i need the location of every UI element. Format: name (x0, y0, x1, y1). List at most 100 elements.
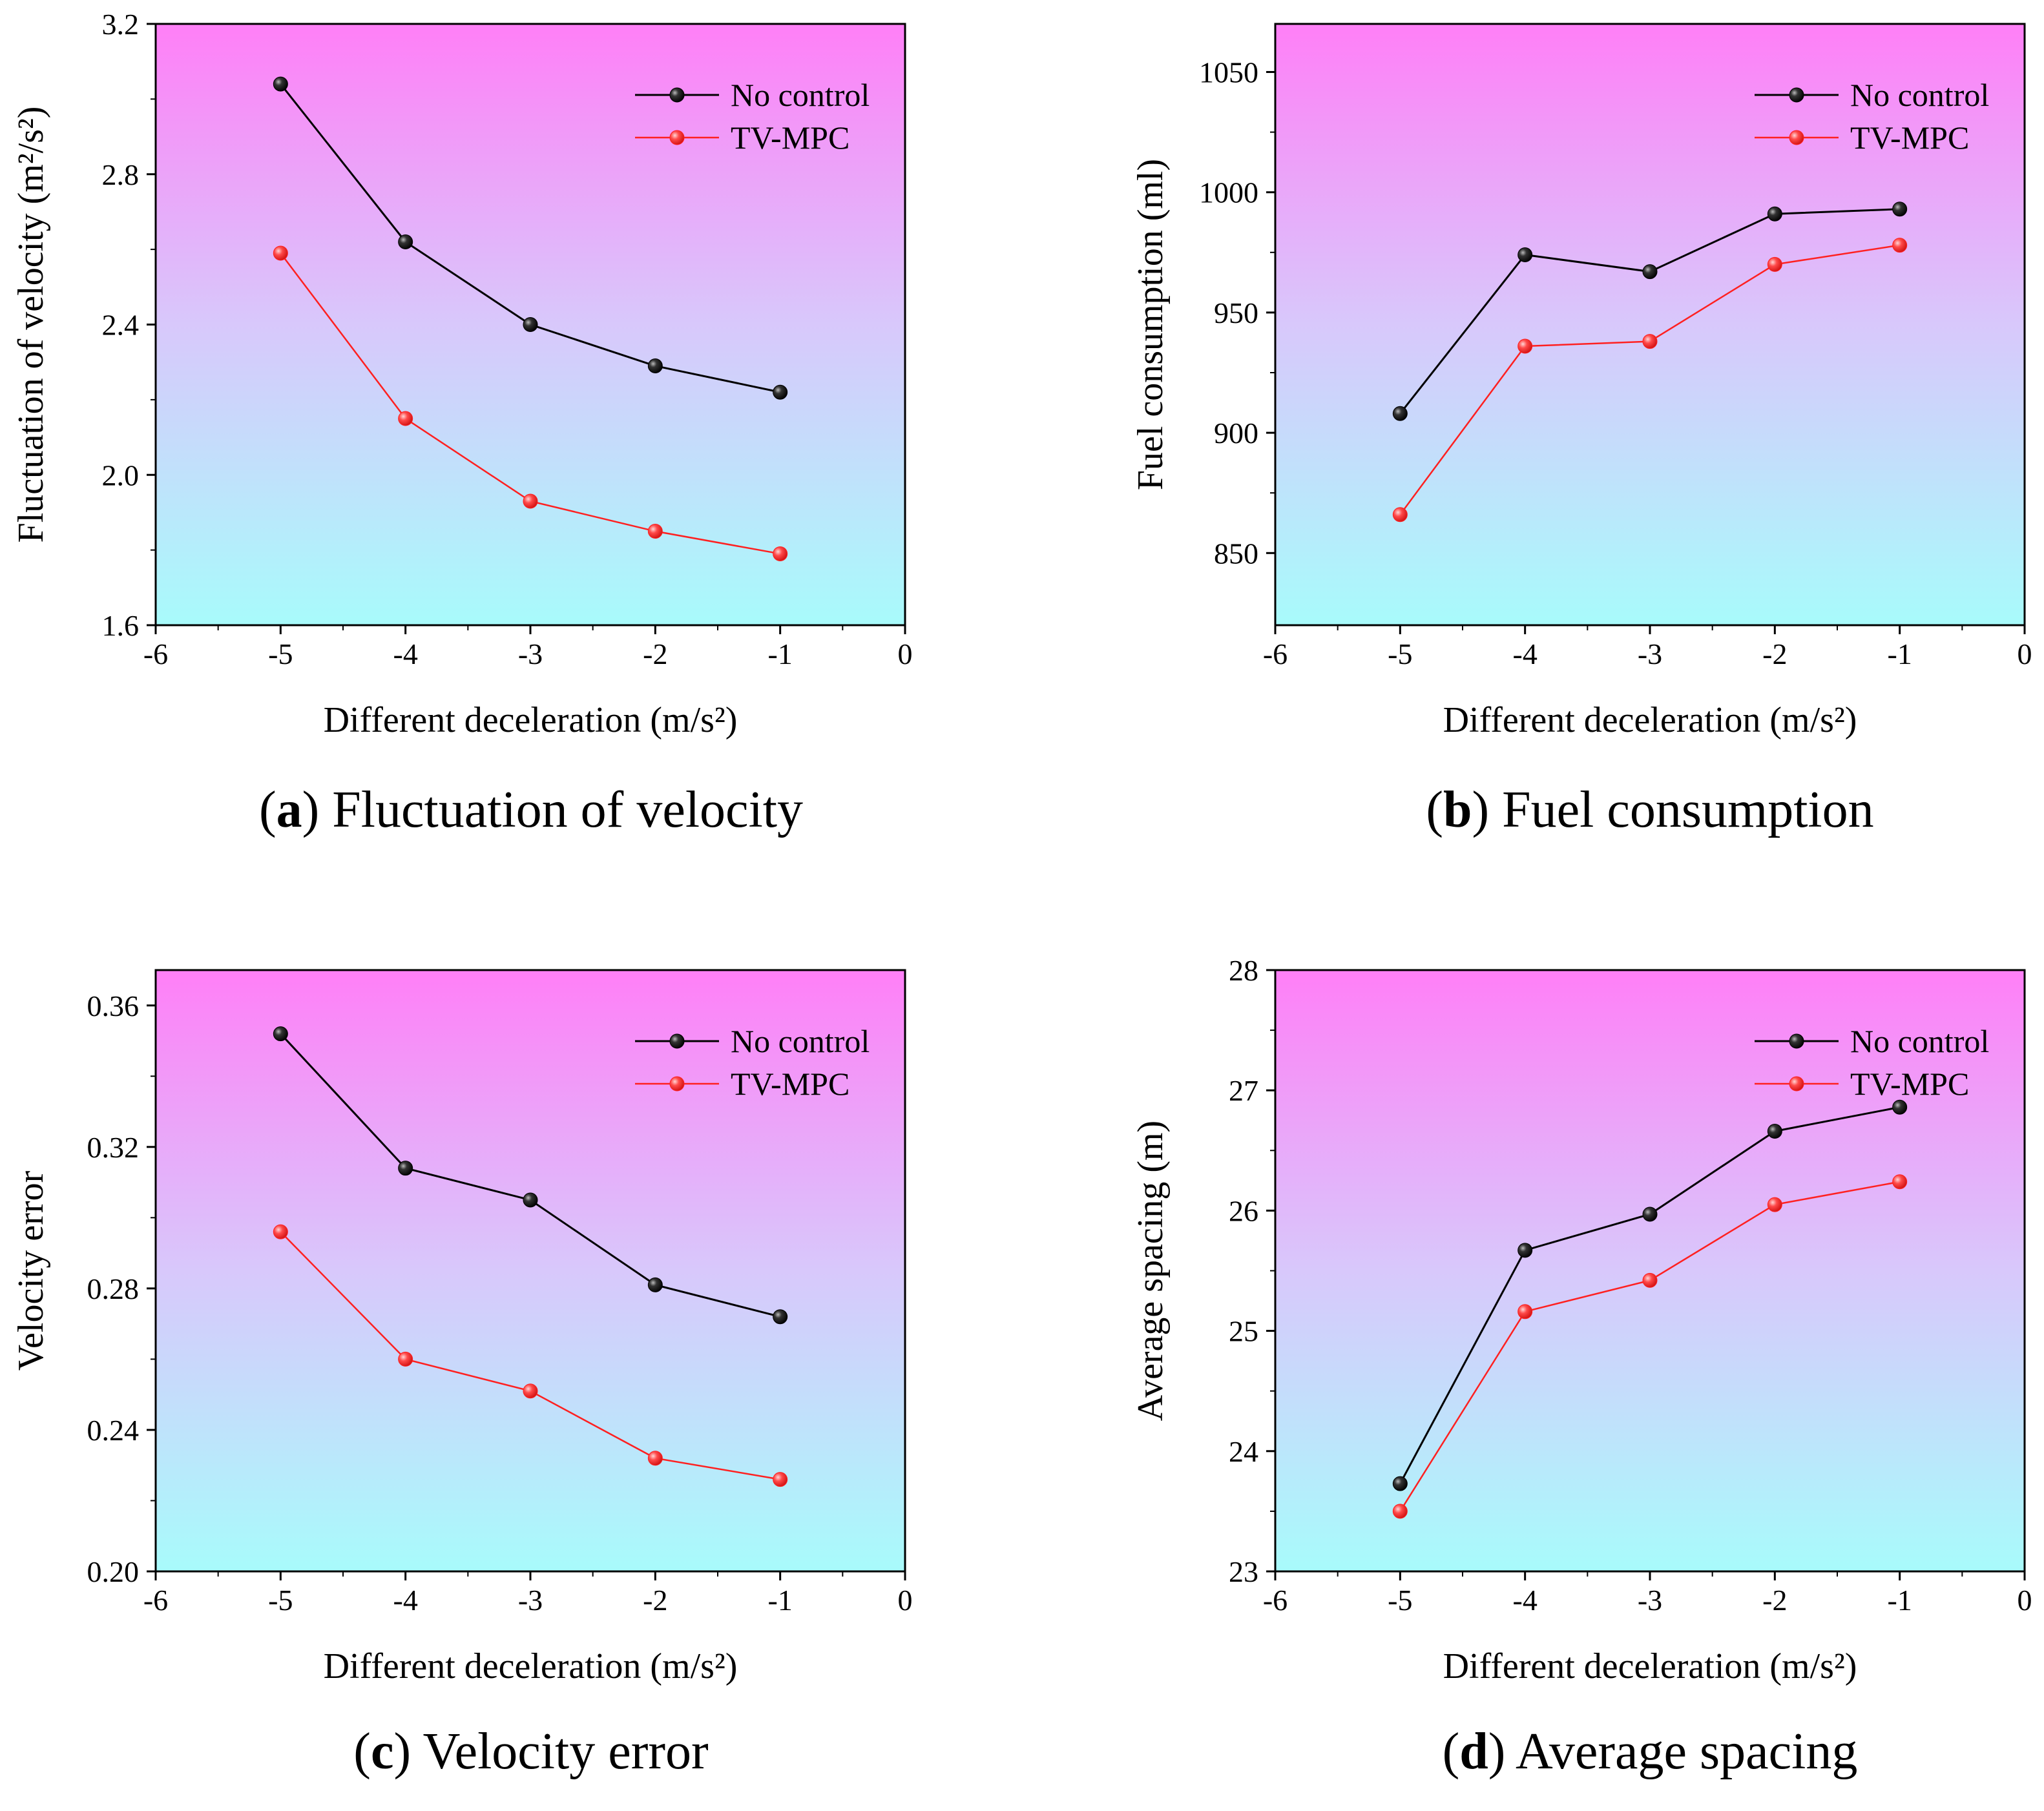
x-tick-label: -4 (1513, 1584, 1538, 1617)
plot-background (1275, 24, 2025, 625)
data-point-no-control (1892, 202, 1908, 217)
data-point-no-control (773, 1309, 788, 1325)
y-tick-label: 3.2 (102, 8, 140, 41)
x-tick-label: -1 (1888, 1584, 1912, 1617)
x-tick-label: -3 (1638, 1584, 1662, 1617)
x-tick-label: -1 (1888, 637, 1912, 670)
caption-letter: d (1459, 1723, 1488, 1780)
data-point-no-control (773, 384, 788, 400)
data-point-no-control (273, 1026, 288, 1042)
x-tick-label: -4 (1513, 637, 1538, 670)
data-point-tv-mpc (1767, 1197, 1782, 1212)
data-point-tv-mpc (1392, 507, 1408, 523)
x-tick-label: 0 (898, 637, 913, 670)
caption-paren-open: ( (1426, 781, 1443, 838)
data-point-no-control (1392, 1476, 1408, 1491)
caption-paren-open: ( (353, 1723, 371, 1780)
plot-frame (154, 23, 906, 626)
x-tick-label: -2 (643, 1584, 667, 1617)
data-point-no-control (523, 1192, 538, 1208)
y-axis-label: Average spacing (m) (1131, 1121, 1171, 1421)
data-point-tv-mpc (523, 1383, 538, 1399)
x-tick-label: -5 (1388, 637, 1412, 670)
y-tick-label: 28 (1229, 954, 1258, 987)
chart-panel-b: -6 -5 -4 -3 -2 -1 0 850 900 950 1000 1050 No control… (1131, 23, 2032, 838)
data-point-tv-mpc (523, 493, 538, 509)
data-point-no-control (398, 234, 413, 249)
legend-marker-tv-mpc (669, 130, 685, 145)
data-point-no-control (1892, 1099, 1908, 1115)
data-point-tv-mpc (773, 1472, 788, 1487)
y-tick-label: 0.36 (87, 989, 140, 1022)
x-axis-label: Different deceleration (m/s²) (324, 1646, 738, 1686)
legend-label-tv-mpc: TV-MPC (731, 119, 850, 156)
caption-text: Fluctuation of velocity (332, 781, 803, 838)
data-point-tv-mpc (1892, 1174, 1908, 1190)
data-point-tv-mpc (1517, 1304, 1533, 1319)
caption-paren-open: ( (1443, 1723, 1460, 1780)
panel-caption: (c) Velocity error (353, 1723, 708, 1780)
y-tick-label: 23 (1229, 1555, 1258, 1588)
y-axis-label: Fluctuation of velocity (m²/s²) (11, 107, 51, 543)
plot-frame (154, 969, 906, 1573)
legend-label-no-control: No control (731, 77, 870, 113)
data-point-no-control (1517, 247, 1533, 263)
y-tick-label: 0.20 (87, 1555, 140, 1588)
x-axis-label: Different deceleration (m/s²) (1443, 700, 1857, 740)
data-point-no-control (398, 1161, 413, 1176)
data-point-tv-mpc (1767, 256, 1782, 272)
x-tick-label: -6 (1263, 1584, 1288, 1617)
legend-label-no-control: No control (1850, 77, 1989, 113)
x-tick-label: -3 (518, 637, 543, 670)
x-tick-label: -3 (1638, 637, 1662, 670)
caption-paren-close: ) (1488, 1723, 1516, 1780)
y-tick-label: 25 (1229, 1315, 1258, 1348)
legend-marker-no-control (1789, 87, 1804, 103)
data-point-tv-mpc (1392, 1504, 1408, 1519)
caption-letter: c (371, 1723, 394, 1780)
x-tick-label: -5 (268, 637, 293, 670)
legend-label-tv-mpc: TV-MPC (1850, 119, 1969, 156)
data-point-tv-mpc (647, 524, 663, 539)
x-tick-label: -6 (143, 637, 168, 670)
data-point-tv-mpc (1517, 338, 1533, 354)
plot-frame (1274, 23, 2026, 626)
panel-caption: (a) Fluctuation of velocity (259, 781, 803, 838)
data-point-no-control (647, 1277, 663, 1292)
y-tick-label: 26 (1229, 1194, 1258, 1227)
data-point-tv-mpc (773, 546, 788, 561)
legend-label-tv-mpc: TV-MPC (1850, 1066, 1969, 1102)
y-tick-label: 950 (1214, 296, 1258, 329)
data-point-no-control (1767, 206, 1782, 222)
data-point-no-control (647, 358, 663, 374)
x-tick-label: -4 (393, 1584, 418, 1617)
caption-letter: b (1443, 781, 1472, 838)
data-point-no-control (1517, 1243, 1533, 1258)
y-tick-label: 900 (1214, 417, 1258, 450)
x-tick-label: -3 (518, 1584, 543, 1617)
caption-text: Fuel consumption (1502, 781, 1874, 838)
caption-text: Velocity error (423, 1723, 709, 1780)
caption-paren-close: ) (302, 781, 333, 838)
legend-marker-tv-mpc (669, 1076, 685, 1092)
plot-background (1275, 970, 2025, 1571)
data-point-tv-mpc (647, 1451, 663, 1466)
y-tick-label: 27 (1229, 1074, 1258, 1107)
y-tick-label: 1050 (1199, 56, 1258, 88)
x-tick-label: -5 (268, 1584, 293, 1617)
x-tick-label: -2 (1762, 637, 1787, 670)
data-point-tv-mpc (273, 1224, 288, 1239)
caption-text: Average spacing (1516, 1723, 1857, 1780)
data-point-no-control (1767, 1124, 1782, 1139)
x-tick-label: -4 (393, 637, 418, 670)
x-tick-label: -1 (768, 1584, 793, 1617)
caption-letter: a (276, 781, 302, 838)
x-tick-label: -6 (143, 1584, 168, 1617)
x-tick-label: -5 (1388, 1584, 1412, 1617)
legend-marker-no-control (669, 87, 685, 103)
data-point-tv-mpc (398, 1351, 413, 1367)
legend-marker-tv-mpc (1789, 130, 1804, 145)
x-axis-label: Different deceleration (m/s²) (324, 700, 738, 740)
x-tick-label: -6 (1263, 637, 1288, 670)
plot-frame (1274, 969, 2026, 1573)
